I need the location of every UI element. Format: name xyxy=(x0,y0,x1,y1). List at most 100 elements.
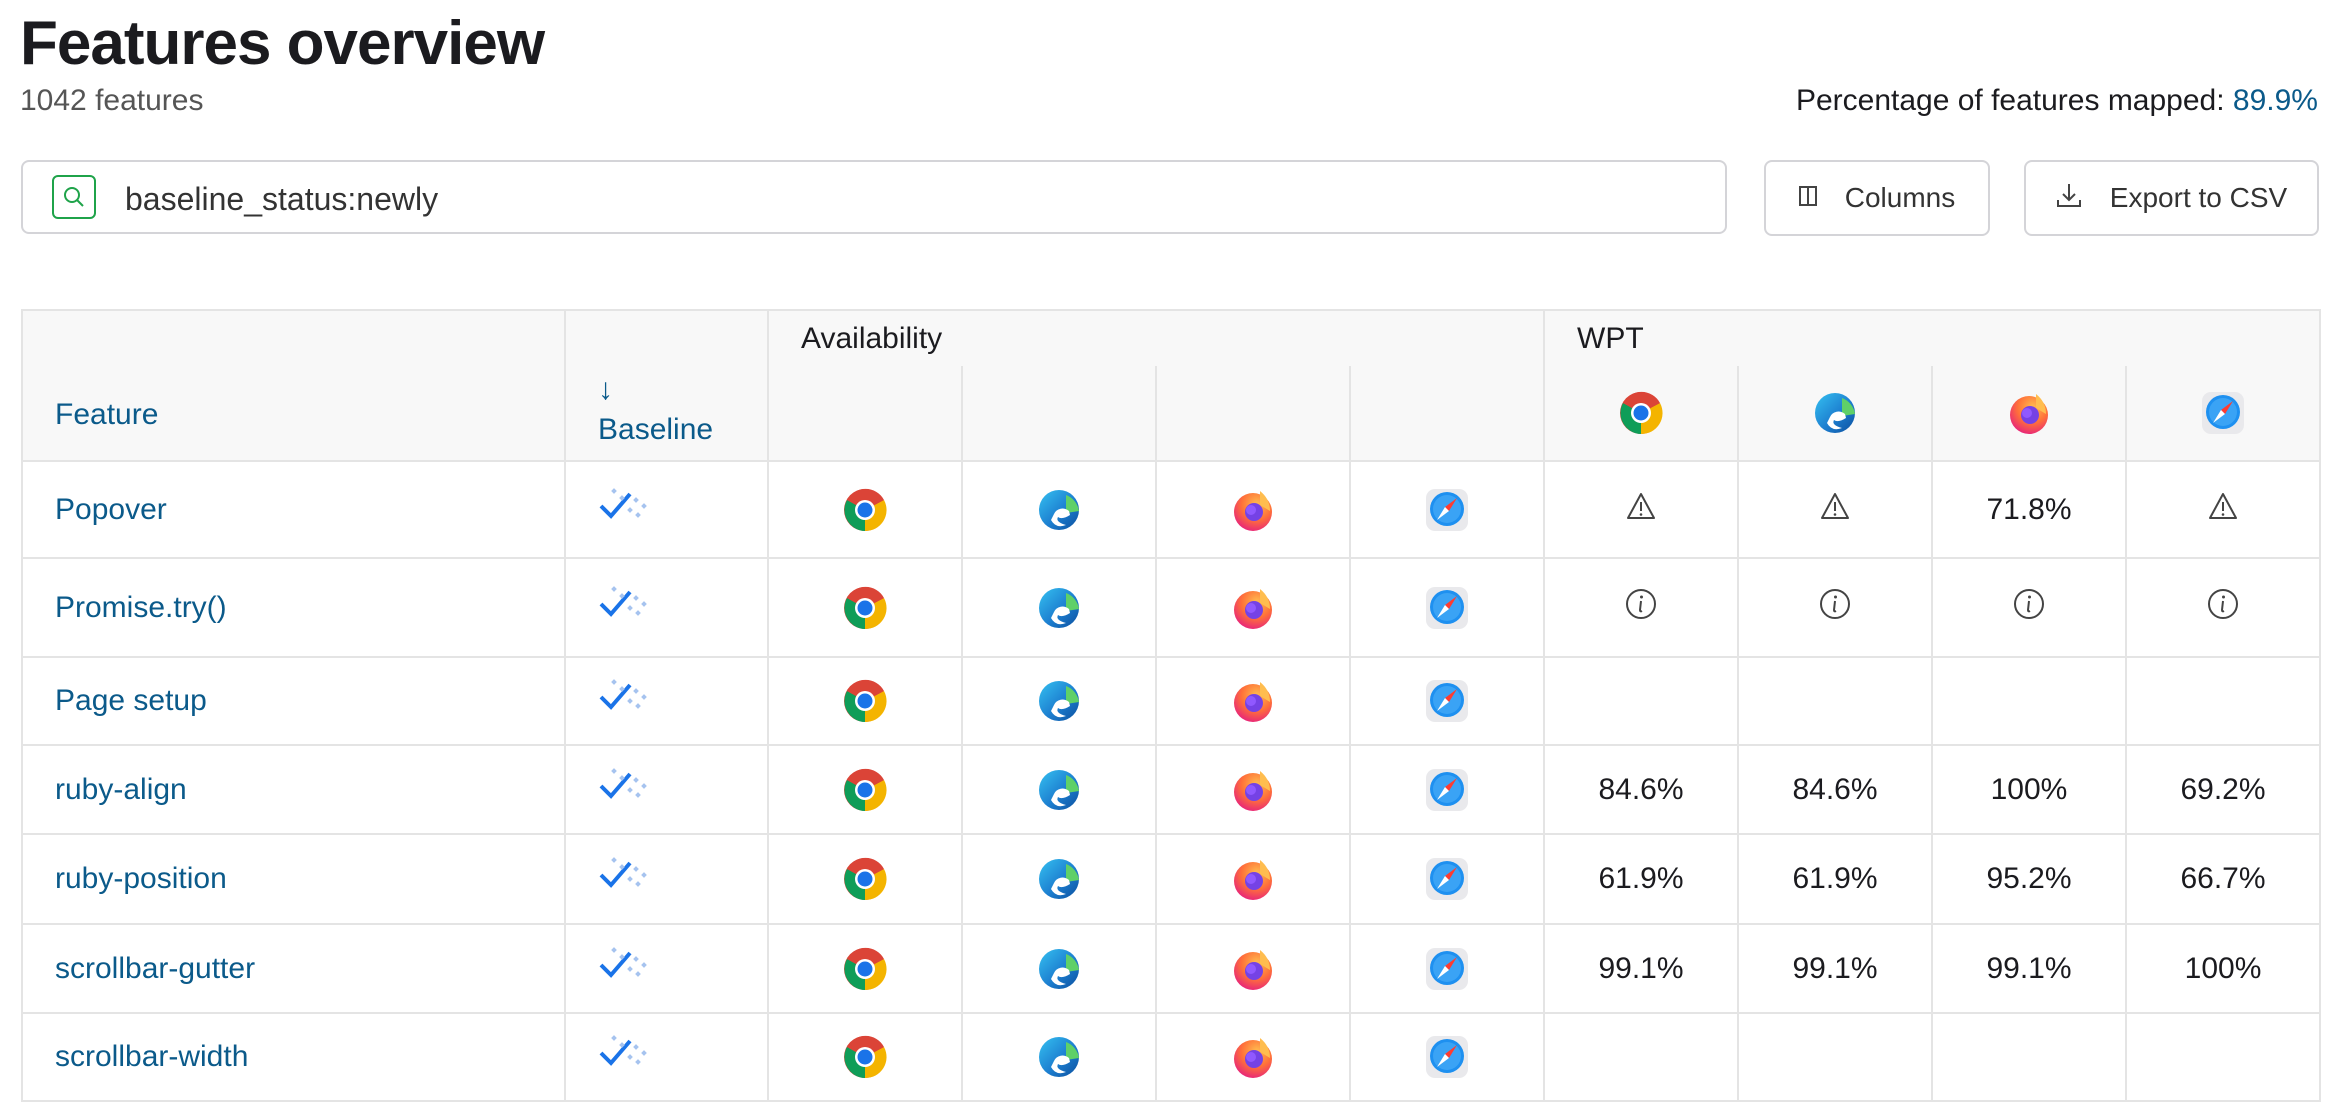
wpt-header-safari xyxy=(2124,366,2322,462)
availability-chrome xyxy=(767,744,963,835)
search-icon[interactable] xyxy=(52,175,96,219)
wpt-edge-cell[interactable] xyxy=(1737,460,1933,559)
edge-icon xyxy=(1036,587,1082,628)
availability-chrome xyxy=(767,923,963,1014)
edge-icon xyxy=(1036,681,1082,721)
baseline-newly-icon xyxy=(564,1012,769,1102)
columns-button[interactable]: Columns xyxy=(1764,160,1990,236)
wpt-header-firefox xyxy=(1931,366,2127,462)
warning-icon[interactable] xyxy=(1820,492,1850,527)
availability-edge xyxy=(961,557,1157,658)
wpt-edge-cell xyxy=(1737,1012,1933,1102)
wpt-firefox-score[interactable]: 100% xyxy=(1931,744,2127,835)
feature-name-link[interactable]: Promise.try() xyxy=(21,557,566,658)
columns-label: Columns xyxy=(1844,182,1956,213)
availability-header-edge xyxy=(961,366,1157,462)
wpt-header-chrome xyxy=(1543,366,1739,462)
wpt-edge-score[interactable]: 61.9% xyxy=(1737,833,1933,925)
edge-icon xyxy=(1036,769,1082,810)
wpt-edge-score[interactable]: 84.6% xyxy=(1737,744,1933,835)
availability-chrome xyxy=(767,557,963,658)
sort-arrow-down-icon[interactable]: ↓ xyxy=(598,373,613,406)
wpt-chrome-cell[interactable] xyxy=(1543,557,1739,658)
firefox-icon xyxy=(1230,860,1276,900)
column-header-baseline[interactable]: ↓ Baseline xyxy=(564,309,769,462)
wpt-chrome-score[interactable]: 61.9% xyxy=(1543,833,1739,925)
table-row: ruby-align 84.6% 84.6% 100% 69.2% xyxy=(21,744,2322,835)
wpt-chrome-score[interactable]: 84.6% xyxy=(1543,744,1739,835)
safari-icon xyxy=(1424,680,1470,722)
availability-safari xyxy=(1349,923,1545,1014)
table-row: Page setup xyxy=(21,656,2322,746)
safari-icon xyxy=(1424,947,1470,990)
feature-name-link[interactable]: Popover xyxy=(21,460,566,559)
availability-header-firefox xyxy=(1155,366,1351,462)
mapped-percentage: Percentage of features mapped: 89.9% xyxy=(1796,84,2318,118)
baseline-header-label[interactable]: Baseline xyxy=(598,413,714,446)
wpt-edge-cell[interactable] xyxy=(1737,557,1933,658)
baseline-newly-icon xyxy=(564,923,769,1014)
wpt-group-header: WPT xyxy=(1542,309,2322,366)
search-input[interactable] xyxy=(123,174,1687,224)
column-header-feature[interactable]: Feature xyxy=(21,309,566,462)
safari-icon xyxy=(1424,488,1470,531)
wpt-safari-score[interactable]: 69.2% xyxy=(2124,744,2322,835)
page-title: Features overview xyxy=(20,9,545,78)
table-row: scrollbar-width xyxy=(21,1012,2322,1102)
info-icon[interactable] xyxy=(1625,588,1657,627)
availability-chrome xyxy=(767,656,963,746)
wpt-firefox-cell xyxy=(1931,656,2127,746)
availability-safari xyxy=(1349,744,1545,835)
wpt-safari-score[interactable]: 100% xyxy=(2124,923,2322,1014)
search-box[interactable] xyxy=(21,160,1727,234)
wpt-edge-score[interactable]: 99.1% xyxy=(1737,923,1933,1014)
wpt-safari-cell[interactable] xyxy=(2124,460,2322,559)
availability-firefox xyxy=(1155,656,1351,746)
wpt-chrome-cell[interactable] xyxy=(1543,460,1739,559)
wpt-safari-cell[interactable] xyxy=(2124,557,2322,658)
safari-icon xyxy=(1424,858,1470,900)
baseline-newly-icon xyxy=(564,460,769,559)
columns-icon xyxy=(1798,182,1817,214)
availability-edge xyxy=(961,460,1157,559)
wpt-chrome-cell xyxy=(1543,1012,1739,1102)
info-icon[interactable] xyxy=(2013,588,2045,627)
warning-icon[interactable] xyxy=(2208,492,2238,527)
feature-header-label[interactable]: Feature xyxy=(55,398,159,431)
info-icon[interactable] xyxy=(2207,588,2239,627)
feature-name-link[interactable]: scrollbar-width xyxy=(21,1012,566,1102)
firefox-icon xyxy=(1230,682,1276,722)
availability-edge xyxy=(961,833,1157,925)
feature-name-link[interactable]: scrollbar-gutter xyxy=(21,923,566,1014)
safari-icon xyxy=(1424,768,1470,811)
table-row: scrollbar-gutter 99.1% 99.1% 99.1% 100% xyxy=(21,923,2322,1014)
firefox-icon xyxy=(1230,1038,1276,1078)
info-icon[interactable] xyxy=(1819,588,1851,627)
wpt-chrome-score[interactable]: 99.1% xyxy=(1543,923,1739,1014)
mapped-value: 89.9% xyxy=(2232,84,2318,117)
firefox-icon xyxy=(1230,490,1276,531)
warning-icon[interactable] xyxy=(1626,492,1656,527)
availability-edge xyxy=(961,744,1157,835)
wpt-edge-cell xyxy=(1737,656,1933,746)
baseline-newly-icon xyxy=(564,744,769,835)
wpt-firefox-score[interactable]: 71.8% xyxy=(1931,460,2127,559)
feature-name-link[interactable]: Page setup xyxy=(21,656,566,746)
availability-firefox xyxy=(1155,833,1351,925)
firefox-icon xyxy=(1230,770,1276,811)
availability-safari xyxy=(1349,557,1545,658)
wpt-firefox-cell[interactable] xyxy=(1931,557,2127,658)
edge-icon xyxy=(1815,393,1855,433)
availability-chrome xyxy=(767,1012,963,1102)
mapped-label: Percentage of features mapped: xyxy=(1795,84,2225,117)
wpt-safari-score[interactable]: 66.7% xyxy=(2124,833,2322,925)
wpt-firefox-cell xyxy=(1931,1012,2127,1102)
wpt-header-edge xyxy=(1737,366,1933,462)
wpt-firefox-score[interactable]: 95.2% xyxy=(1931,833,2127,925)
feature-name-link[interactable]: ruby-align xyxy=(21,744,566,835)
edge-icon xyxy=(1036,489,1082,530)
export-csv-button[interactable]: Export to CSV xyxy=(2024,160,2319,236)
feature-name-link[interactable]: ruby-position xyxy=(21,833,566,925)
baseline-newly-icon xyxy=(564,557,769,658)
wpt-firefox-score[interactable]: 99.1% xyxy=(1931,923,2127,1014)
